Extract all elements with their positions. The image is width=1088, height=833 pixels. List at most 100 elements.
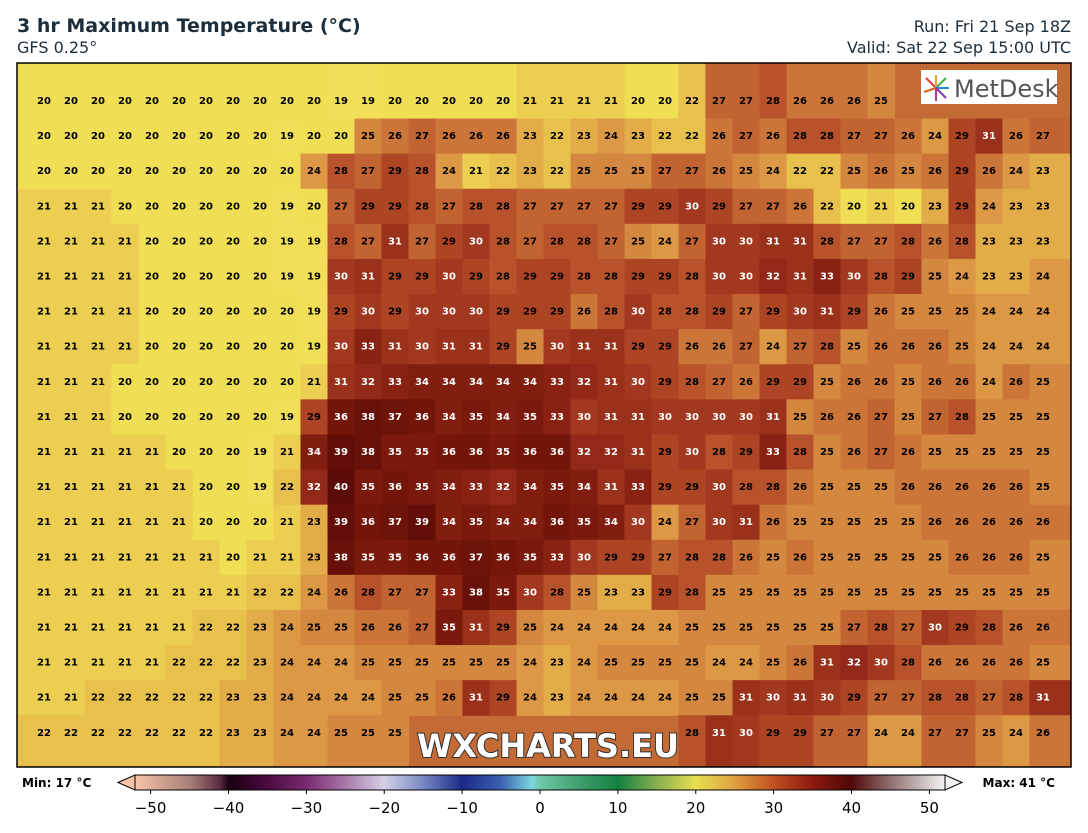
temperature-cell (1029, 329, 1071, 365)
temperature-cell (894, 504, 923, 541)
temperature-label: 21 (118, 447, 132, 458)
temperature-label: 24 (1009, 307, 1023, 318)
temperature-label: 25 (847, 517, 861, 528)
temperature-label: 20 (253, 377, 267, 388)
temperature-cell (759, 223, 788, 260)
temperature-label: 20 (199, 412, 213, 423)
temperature-label: 24 (307, 693, 321, 704)
temperature-cell (651, 63, 680, 120)
temperature-label: 32 (577, 377, 591, 388)
temperature-cell (84, 364, 113, 400)
temperature-label: 20 (307, 201, 321, 212)
temperature-cell (57, 680, 86, 716)
temperature-label: 20 (280, 342, 294, 353)
temperature-label: 24 (658, 517, 672, 528)
temperature-label: 20 (226, 307, 240, 318)
temperature-label: 26 (982, 552, 996, 563)
temperature-cell (111, 539, 140, 576)
temperature-label: 27 (415, 587, 429, 598)
temperature-label: 28 (928, 693, 942, 704)
temperature-label: 26 (820, 96, 834, 107)
temperature-cell (1002, 399, 1031, 436)
temperature-cell (570, 609, 599, 646)
temperature-label: 23 (982, 236, 996, 247)
temperature-label: 26 (874, 307, 888, 318)
temperature-label: 20 (172, 272, 186, 283)
temperature-cell (516, 223, 545, 260)
temperature-cell (165, 329, 194, 365)
temperature-cell (408, 63, 437, 120)
temperature-cell (678, 294, 707, 330)
temperature-cell (273, 294, 302, 330)
temperature-label: 21 (37, 412, 51, 423)
temperature-label: 25 (1036, 447, 1050, 458)
temperature-label: 24 (982, 377, 996, 388)
temperature-cell (354, 574, 383, 611)
temperature-cell (273, 63, 302, 120)
temperature-cell (111, 153, 140, 190)
temperature-cell (543, 118, 572, 155)
temperature-label: 29 (658, 587, 672, 598)
temperature-label: 22 (226, 658, 240, 669)
temperature-label: 24 (631, 693, 645, 704)
temperature-label: 29 (631, 201, 645, 212)
temperature-cell (867, 258, 896, 295)
temperature-cell (597, 364, 626, 400)
temperature-cell (948, 118, 977, 155)
temperature-label: 31 (361, 272, 375, 283)
temperature-cell (516, 153, 545, 190)
temperature-label: 19 (307, 272, 321, 283)
temperature-cell (84, 434, 113, 471)
temperature-label: 25 (820, 447, 834, 458)
temperature-cell (300, 223, 329, 260)
temperature-cell (462, 504, 491, 541)
temperature-cell (462, 294, 491, 330)
temperature-label: 31 (793, 693, 807, 704)
temperature-label: 31 (712, 728, 726, 739)
temperature-label: 31 (1036, 693, 1050, 704)
temperature-label: 30 (469, 236, 483, 247)
temperature-cell (948, 469, 977, 506)
temperature-label: 38 (334, 552, 348, 563)
temperature-cell (813, 153, 842, 190)
temperature-label: 24 (442, 166, 456, 177)
temperature-cell (651, 539, 680, 576)
temperature-label: 22 (145, 728, 159, 739)
temperature-label: 27 (847, 236, 861, 247)
temperature-cell (948, 504, 977, 541)
temperature-label: 25 (766, 658, 780, 669)
temperature-cell (516, 680, 545, 716)
temperature-label: 21 (64, 236, 78, 247)
temperature-label: 27 (712, 96, 726, 107)
temperature-label: 24 (658, 693, 672, 704)
temperature-cell (489, 504, 518, 541)
temperature-label: 27 (793, 342, 807, 353)
temperature-label: 34 (496, 517, 510, 528)
temperature-cell (111, 680, 140, 716)
temperature-label: 26 (874, 342, 888, 353)
temperature-label: 21 (172, 552, 186, 563)
temperature-cell (570, 399, 599, 436)
temperature-label: 24 (280, 658, 294, 669)
temperature-label: 20 (631, 96, 645, 107)
temperature-cell (300, 539, 329, 576)
temperature-label: 30 (739, 728, 753, 739)
temperature-cell (354, 294, 383, 330)
temperature-label: 30 (415, 342, 429, 353)
temperature-cell (516, 258, 545, 295)
temperature-label: 19 (307, 236, 321, 247)
temperature-label: 22 (118, 693, 132, 704)
temperature-label: 19 (280, 412, 294, 423)
temperature-label: 25 (496, 658, 510, 669)
temperature-cell (921, 364, 950, 400)
temperature-label: 20 (901, 201, 915, 212)
temperature-label: 20 (199, 377, 213, 388)
temperature-label: 24 (766, 166, 780, 177)
temperature-label: 29 (496, 342, 510, 353)
temperature-cell (678, 645, 707, 681)
temperature-cell (624, 153, 653, 190)
temperature-cell (732, 574, 761, 611)
temperature-cell (678, 153, 707, 190)
temperature-label: 30 (685, 447, 699, 458)
temperature-cell (435, 364, 464, 400)
